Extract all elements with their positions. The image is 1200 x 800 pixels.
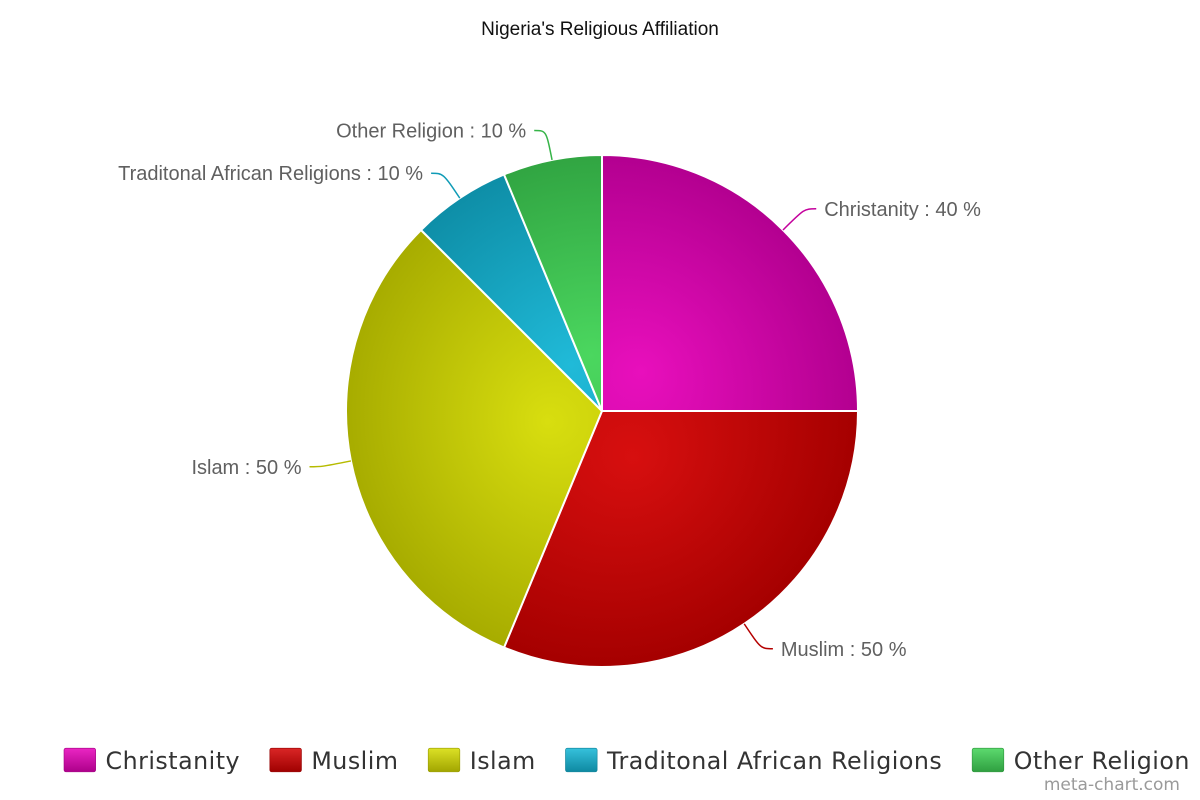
legend-item-muslim[interactable]: Muslim xyxy=(269,747,399,775)
slice-label-other-religion: Other Religion : 10 % xyxy=(336,120,526,142)
leader-line-traditonal-african-religions xyxy=(431,172,461,199)
legend-label-christanity: Christanity xyxy=(106,747,241,775)
legend-label-islam: Islam xyxy=(470,747,536,775)
slice-label-christanity: Christanity : 40 % xyxy=(824,199,981,221)
legend-item-islam[interactable]: Islam xyxy=(427,747,536,775)
legend-item-other-religion[interactable]: Other Religion xyxy=(971,747,1190,775)
pie-slice-christanity[interactable] xyxy=(601,154,859,412)
legend-item-christanity[interactable]: Christanity xyxy=(63,747,241,775)
legend-swatch-traditonal-african-religions xyxy=(565,747,598,773)
legend: Christanity Muslim Islam Traditonal African… xyxy=(63,747,1190,775)
chart-title: Nigeria's Religious Affiliation xyxy=(481,19,719,40)
legend-swatch-muslim xyxy=(269,747,302,773)
leader-line-other-religion xyxy=(534,129,553,161)
legend-label-traditonal-african-religions: Traditonal African Religions xyxy=(606,747,942,775)
legend-label-muslim: Muslim xyxy=(311,747,398,775)
slice-label-islam: Islam : 50 % xyxy=(191,457,301,479)
slice-labels: Christanity : 40 % Muslim : 50 % Islam : 5… xyxy=(118,120,981,660)
pie-slice-islam[interactable] xyxy=(345,228,603,649)
watermark: meta-chart.com xyxy=(1044,775,1180,795)
slice-label-traditonal-african-religions: Traditonal African Religions : 10 % xyxy=(118,163,423,185)
leader-line-christanity xyxy=(782,208,817,231)
leader-line-islam xyxy=(309,460,352,468)
pie-slice-other-religion[interactable] xyxy=(503,154,603,412)
legend-item-traditonal-african-religions[interactable]: Traditonal African Religions xyxy=(565,747,942,775)
slice-label-muslim: Muslim : 50 % xyxy=(781,639,907,661)
legend-swatch-other-religion xyxy=(971,747,1005,773)
pie-slice-muslim[interactable] xyxy=(503,410,859,668)
slices-layer xyxy=(345,154,859,668)
legend-swatch-islam xyxy=(427,747,461,773)
leader-lines xyxy=(309,129,817,650)
legend-swatch-christanity xyxy=(63,747,96,773)
leader-line-muslim xyxy=(743,623,773,650)
legend-label-other-religion: Other Religion xyxy=(1014,747,1190,775)
